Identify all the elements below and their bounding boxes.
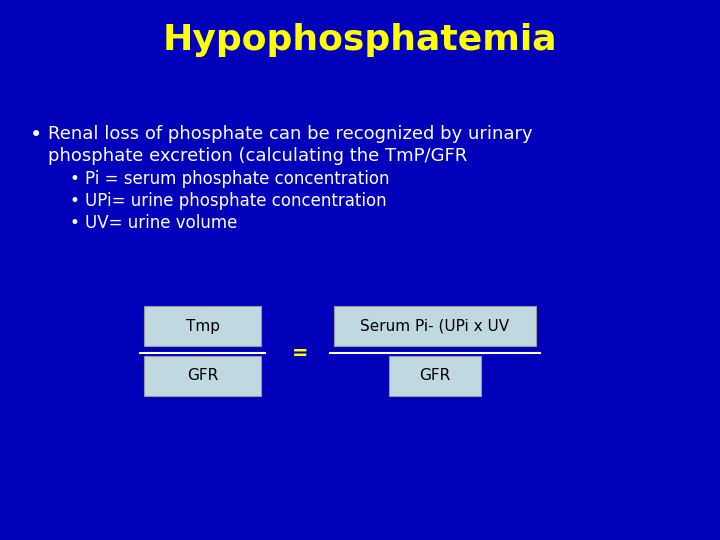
FancyBboxPatch shape — [389, 356, 481, 396]
FancyBboxPatch shape — [144, 306, 261, 346]
Text: =: = — [292, 343, 308, 362]
Text: Hypophosphatemia: Hypophosphatemia — [163, 23, 557, 57]
FancyBboxPatch shape — [144, 356, 261, 396]
Text: •: • — [70, 192, 80, 210]
Text: •: • — [70, 214, 80, 232]
Text: •: • — [30, 125, 42, 145]
Text: GFR: GFR — [187, 368, 218, 383]
Text: Serum Pi- (UPi x UV: Serum Pi- (UPi x UV — [361, 319, 510, 334]
Text: Renal loss of phosphate can be recognized by urinary: Renal loss of phosphate can be recognize… — [48, 125, 533, 143]
Text: GFR: GFR — [419, 368, 451, 383]
Text: •: • — [70, 170, 80, 188]
Text: UV= urine volume: UV= urine volume — [85, 214, 238, 232]
Text: Pi = serum phosphate concentration: Pi = serum phosphate concentration — [85, 170, 390, 188]
Text: UPi= urine phosphate concentration: UPi= urine phosphate concentration — [85, 192, 387, 210]
Text: Tmp: Tmp — [186, 319, 220, 334]
Text: phosphate excretion (calculating the TmP/GFR: phosphate excretion (calculating the TmP… — [48, 147, 467, 165]
FancyBboxPatch shape — [334, 306, 536, 346]
